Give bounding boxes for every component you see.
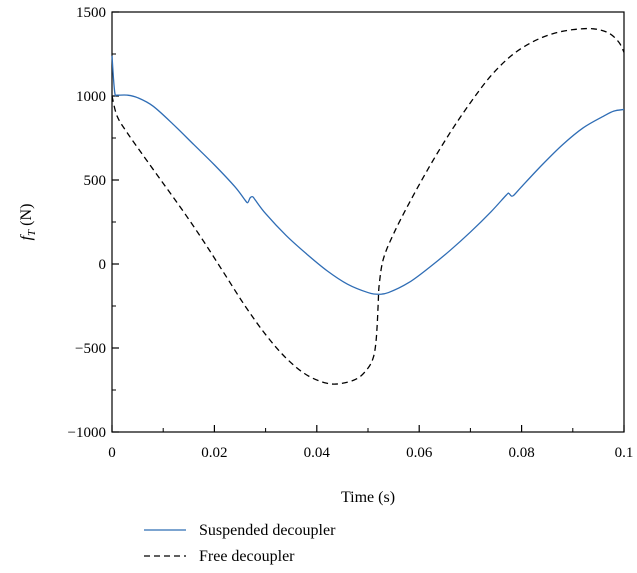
y-tick-label: 0 (99, 257, 107, 273)
y-tick-label: 1500 (76, 5, 106, 21)
x-tick-label: 0.1 (615, 445, 634, 461)
y-tick-label: 500 (84, 173, 107, 189)
series-layer (111, 27, 625, 385)
y-tick-label: 1000 (76, 89, 106, 105)
y-axis-ticks: −1000 −500 0 500 1000 1500 (68, 5, 119, 441)
y-axis-title: fT (N) (18, 204, 38, 241)
legend-label-suspended: Suspended decoupler (199, 522, 336, 539)
y-tick-label: −1000 (68, 425, 106, 441)
y-tick-label: −500 (75, 341, 106, 357)
x-tick-label: 0 (108, 445, 116, 461)
y-axis-title-subscript: T (26, 229, 38, 236)
x-axis-ticks: 0 0.02 0.04 0.06 0.08 0.1 (108, 425, 633, 461)
y-axis-title-unit: (N) (18, 204, 35, 230)
legend-label-free: Free decoupler (199, 548, 295, 565)
x-tick-label: 0.06 (406, 445, 433, 461)
series-line-free-decoupler (111, 27, 625, 385)
x-tick-label: 0.02 (201, 445, 227, 461)
legend: Suspended decoupler Free decoupler (144, 522, 336, 565)
x-tick-label: 0.08 (508, 445, 534, 461)
y-axis-title-symbol: f (18, 233, 35, 240)
x-axis-title: Time (s) (341, 489, 395, 506)
x-tick-label: 0.04 (304, 445, 331, 461)
series-line-suspended-decoupler (111, 55, 625, 295)
